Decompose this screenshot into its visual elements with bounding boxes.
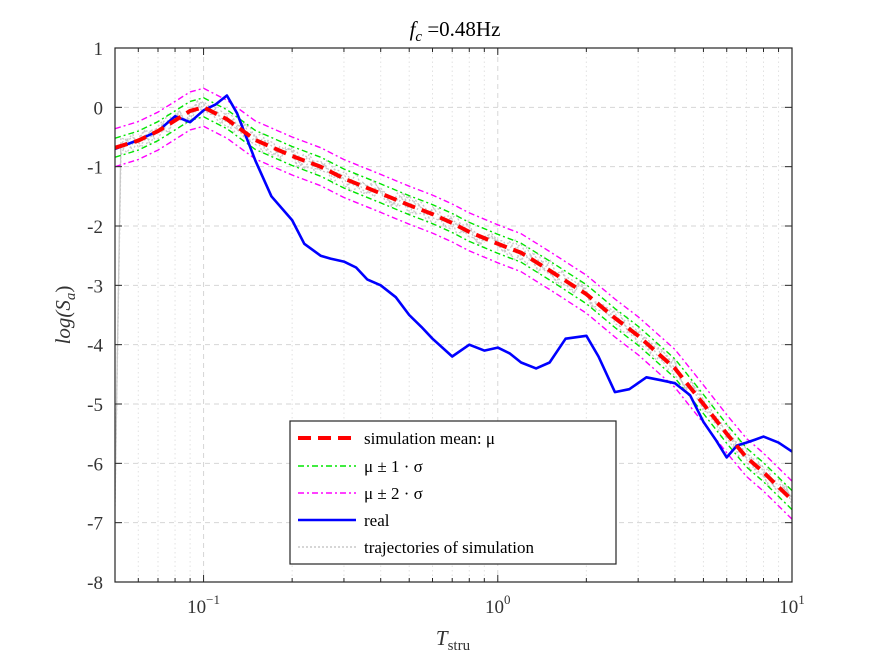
- legend-entry-2-sigma: μ ± 2 · σ: [298, 484, 423, 503]
- trajectory-line: [115, 100, 792, 501]
- legend-entry-mean: simulation mean: μ: [298, 429, 495, 448]
- real-line: [115, 94, 792, 459]
- x-tick-label: 100: [485, 592, 511, 618]
- y-tick-label: -1: [87, 158, 103, 179]
- y-tick-label: -8: [87, 573, 103, 594]
- y-axis-label: log(Sa): [51, 286, 79, 345]
- y-tick-label: -3: [87, 276, 103, 297]
- x-tick-label: 101: [779, 592, 805, 618]
- x-axis-label: Tstru: [436, 626, 471, 654]
- legend-entry-real: real: [298, 511, 390, 530]
- svg-text:μ ± 2 · σ: μ ± 2 · σ: [364, 484, 423, 503]
- svg-text:real: real: [364, 511, 390, 530]
- mean-line: [115, 105, 792, 502]
- svg-text:trajectories of simulation: trajectories of simulation: [364, 538, 534, 557]
- y-tick-label: 1: [94, 39, 104, 60]
- plot-area: [115, 87, 792, 520]
- legend-entry-1-sigma: μ ± 1 · σ: [298, 457, 423, 476]
- y-tick-label: -5: [87, 395, 103, 416]
- trajectory-line: [115, 99, 792, 501]
- axes-box: [114, 47, 793, 583]
- x-tick-label: 10−1: [187, 592, 220, 618]
- axis-ticks: 1 0 -1 -2 -3 -4 -5 -6 -7 -8 10−1 100 101: [87, 39, 805, 618]
- y-tick-label: -2: [87, 217, 103, 238]
- legend-entry-trajectories: trajectories of simulation: [298, 538, 534, 557]
- y-tick-label: 0: [94, 98, 104, 119]
- y-tick-label: -4: [87, 336, 103, 357]
- chart-title: fc =0.48Hz: [410, 17, 501, 45]
- svg-text:simulation mean: μ: simulation mean: μ: [364, 429, 495, 448]
- y-tick-label: -7: [87, 514, 103, 535]
- legend: simulation mean: μ μ ± 1 · σ μ ± 2 · σ r…: [289, 420, 617, 565]
- svg-text:μ ± 1 · σ: μ ± 1 · σ: [364, 457, 423, 476]
- y-tick-label: -6: [87, 454, 103, 475]
